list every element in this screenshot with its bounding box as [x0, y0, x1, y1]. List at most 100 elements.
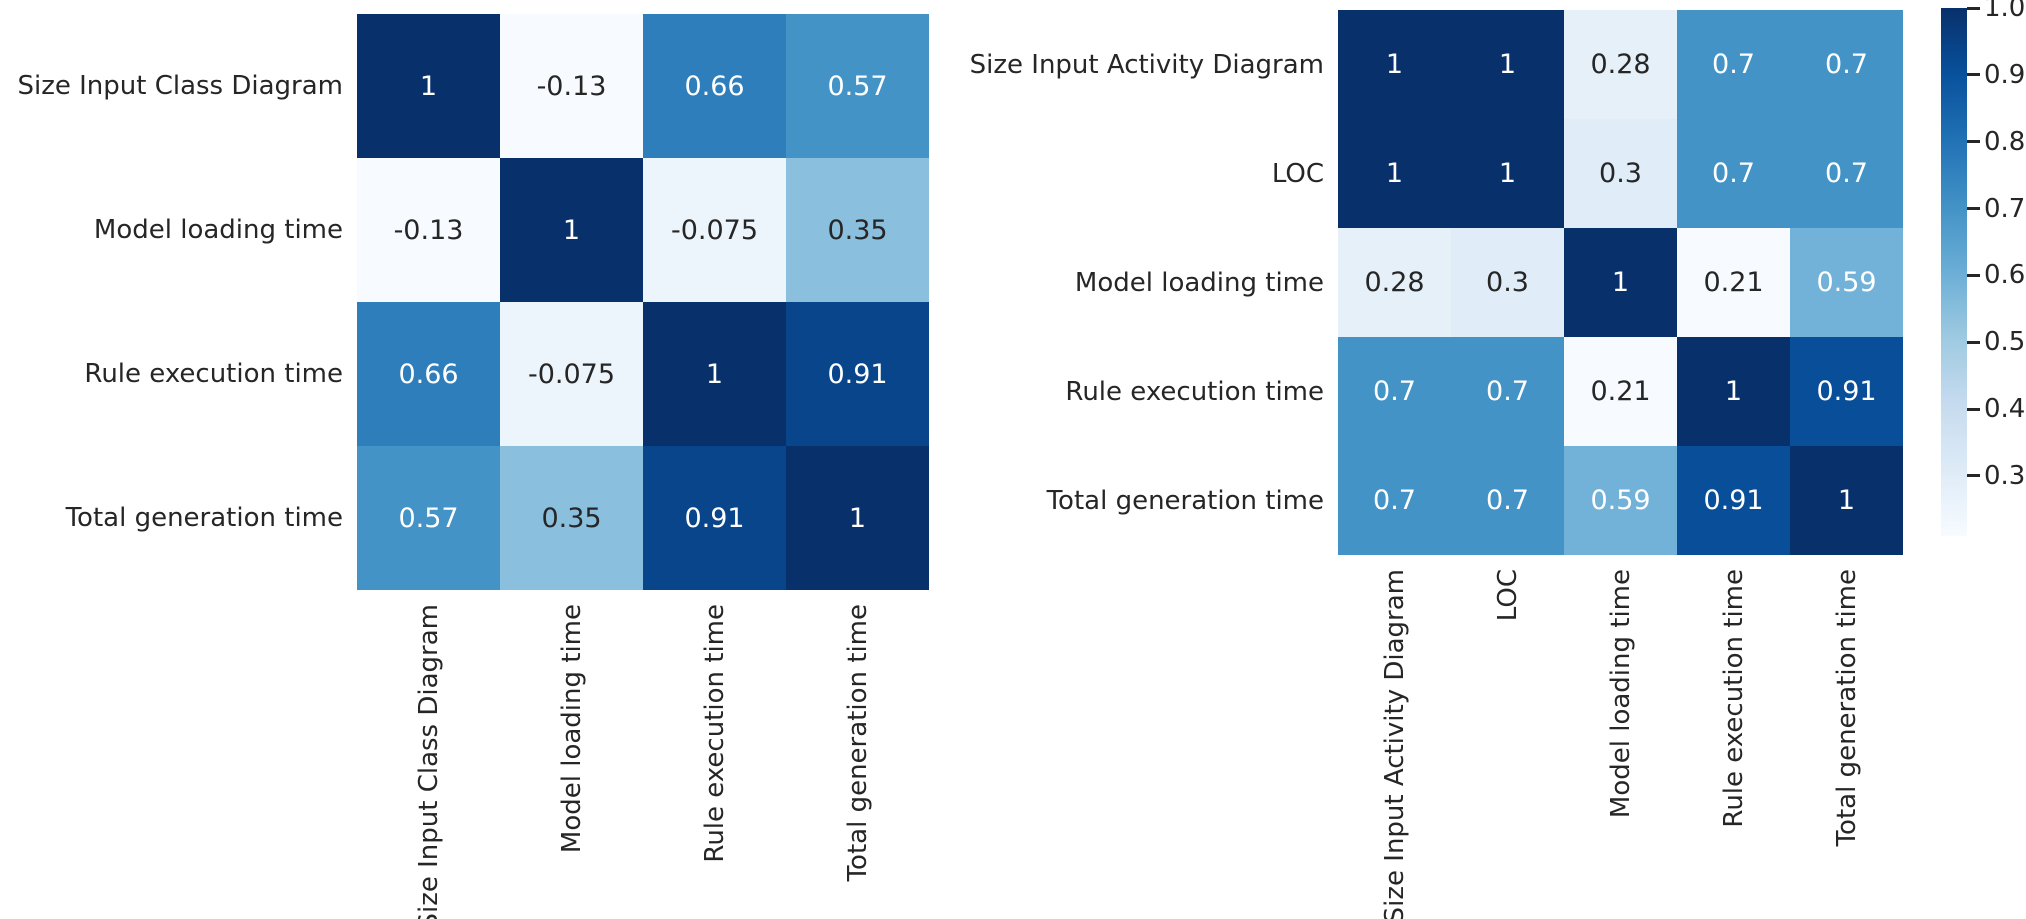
heatmap-cell-r2c2: 1	[1564, 228, 1677, 337]
heatmap-cell-r3c0: 0.7	[1338, 337, 1451, 446]
colorbar-tick-label: 0.9	[1984, 59, 2026, 90]
y-tick-label: Size Input Activity Diagram	[969, 49, 1324, 80]
heatmap-cell-r0c2: 0.66	[643, 14, 786, 158]
cell-value: 0.59	[1816, 267, 1877, 298]
cell-value: 1	[1724, 376, 1743, 407]
colorbar-tick	[1967, 73, 1980, 77]
colorbar-tick-label: 1.0	[1984, 0, 2026, 23]
heatmap-cell-r2c1: 0.3	[1451, 228, 1564, 337]
y-tick-label: Model loading time	[93, 215, 343, 245]
colorbar-tick	[1967, 6, 1980, 10]
cell-value: 0.3	[1599, 158, 1642, 189]
heatmap-cell-r1c3: 0.35	[786, 158, 929, 302]
y-tick-label: Rule execution time	[84, 359, 343, 389]
cell-value: 0.7	[1712, 158, 1755, 189]
cell-value: 0.91	[684, 502, 745, 534]
cell-value: 1	[419, 70, 438, 102]
heatmap-cell-r0c3: 0.57	[786, 14, 929, 158]
x-tick-label: Model loading time	[500, 604, 643, 919]
colorbar-tick	[1967, 474, 1980, 478]
cell-value: 0.21	[1703, 267, 1764, 298]
cell-value: 0.7	[1373, 376, 1416, 407]
x-tick-label-text: Size Input Class Diagram	[413, 604, 444, 919]
y-tick-label: LOC	[1271, 158, 1324, 189]
heatmap-cell-r2c0: 0.66	[357, 302, 500, 446]
y-tick-label: Total generation time	[65, 503, 343, 533]
colorbar-tick-label: 0.8	[1984, 126, 2026, 157]
cell-value: -0.075	[527, 358, 616, 390]
x-tick-label: Size Input Class Diagram	[357, 604, 500, 919]
heatmap-cell-r3c2: 0.91	[643, 446, 786, 590]
heatmap-cell-r1c0: 1	[1338, 119, 1451, 228]
colorbar-tick-label: 0.4	[1984, 394, 2026, 424]
cell-value: 0.7	[1712, 49, 1755, 80]
cell-value: 0.91	[1816, 376, 1877, 407]
heatmap-cell-r4c2: 0.59	[1564, 446, 1677, 555]
cell-value: 1	[1837, 485, 1856, 516]
cell-value: 0.66	[398, 358, 459, 390]
cell-value: 0.7	[1486, 376, 1529, 407]
heatmap-cell-r3c4: 0.91	[1790, 337, 1903, 446]
x-tick-label-text: Model loading time	[556, 604, 587, 854]
x-tick-label: Size Input Activity Diagram	[1338, 569, 1451, 919]
x-tick-label: LOC	[1451, 569, 1564, 914]
heatmap-cell-r2c3: 0.91	[786, 302, 929, 446]
heatmap-cell-r1c2: 0.3	[1564, 119, 1677, 228]
cell-value: 1	[705, 358, 724, 390]
colorbar-tick	[1967, 340, 1980, 344]
cell-value: 0.57	[398, 502, 459, 534]
heatmap-cell-r4c4: 1	[1790, 446, 1903, 555]
colorbar-tick-label: 0.3	[1984, 460, 2026, 491]
y-tick-label: Rule execution time	[1065, 376, 1324, 407]
x-tick-label: Total generation time	[786, 604, 929, 919]
heatmap-cell-r3c3: 1	[1677, 337, 1790, 446]
x-tick-label-text: LOC	[1492, 569, 1523, 622]
cell-value: 1	[562, 214, 581, 246]
x-tick-label-text: Total generation time	[1831, 569, 1862, 847]
x-tick-label: Rule execution time	[643, 604, 786, 919]
cell-value: 0.3	[1486, 267, 1529, 298]
heatmap-cell-r4c3: 0.91	[1677, 446, 1790, 555]
heatmap-cell-r1c0: -0.13	[357, 158, 500, 302]
colorbar-tick	[1967, 207, 1980, 210]
heatmap-cell-r1c1: 1	[500, 158, 643, 302]
y-tick-label: Size Input Class Diagram	[17, 71, 343, 101]
heatmap-cell-r2c1: -0.075	[500, 302, 643, 446]
x-tick-label-text: Rule execution time	[1718, 569, 1749, 828]
y-tick-label: Model loading time	[1074, 267, 1324, 298]
cell-value: 0.21	[1590, 376, 1651, 407]
heatmap-cell-r0c1: -0.13	[500, 14, 643, 158]
colorbar-tick-label: 0.7	[1984, 193, 2026, 224]
cell-value: 0.91	[1703, 485, 1764, 516]
cell-value: 0.35	[827, 214, 888, 246]
colorbar-tick-label: 0.5	[1984, 327, 2026, 358]
heatmap-cell-r3c2: 0.21	[1564, 337, 1677, 446]
cell-value: 0.7	[1373, 485, 1416, 516]
x-tick-label-text: Size Input Activity Diagram	[1379, 569, 1410, 919]
colorbar-tick	[1967, 407, 1980, 411]
cell-value: 1	[1498, 49, 1517, 80]
cell-value: 0.57	[827, 70, 888, 102]
heatmap-cell-r4c1: 0.7	[1451, 446, 1564, 555]
cell-value: 0.7	[1825, 49, 1868, 80]
heatmap-cell-r0c0: 1	[357, 14, 500, 158]
heatmap-cell-r0c2: 0.28	[1564, 10, 1677, 119]
x-tick-label-text: Rule execution time	[699, 604, 730, 863]
cell-value: 1	[1498, 158, 1517, 189]
heatmap-cell-r1c1: 1	[1451, 119, 1564, 228]
heatmap-cell-r2c0: 0.28	[1338, 228, 1451, 337]
colorbar-gradient	[1941, 8, 1967, 536]
heatmap-cell-r0c1: 1	[1451, 10, 1564, 119]
heatmap-cell-r4c0: 0.7	[1338, 446, 1451, 555]
x-tick-label: Model loading time	[1564, 569, 1677, 914]
colorbar-tick	[1967, 140, 1980, 144]
heatmap-cell-r0c0: 1	[1338, 10, 1451, 119]
cell-value: 0.7	[1825, 158, 1868, 189]
cell-value: 0.66	[684, 70, 745, 102]
heatmap-cell-r2c4: 0.59	[1790, 228, 1903, 337]
heatmap-cell-r1c4: 0.7	[1790, 119, 1903, 228]
heatmap-cell-r3c1: 0.7	[1451, 337, 1564, 446]
cell-value: -0.13	[393, 214, 464, 246]
heatmap-cell-r3c3: 1	[786, 446, 929, 590]
